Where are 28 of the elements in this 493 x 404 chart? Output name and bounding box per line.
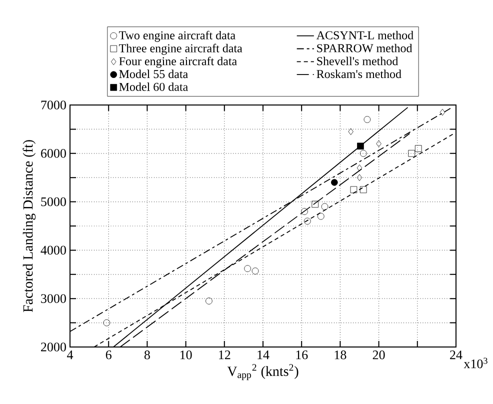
x-tick-label: 24 — [450, 350, 462, 360]
x-tick-label: 10 — [180, 350, 192, 360]
y-tick-label: 5000 — [41, 197, 66, 206]
text: x10$^{3}$ — [464, 358, 488, 368]
x-tick-label: 14 — [258, 350, 270, 360]
y-tick-label: 6000 — [41, 149, 66, 158]
x-tick-label: 12 — [219, 350, 230, 360]
legend-label: Shevell's method — [317, 56, 398, 66]
x-tick-label: 20 — [372, 350, 385, 360]
legend-label: SPARROW method — [317, 44, 412, 52]
y-tick-label: 2000 — [41, 342, 66, 352]
y-tick-label: 4000 — [40, 246, 66, 255]
legend-label: Roskam's method — [316, 70, 402, 78]
y-axis-title: Factored Landing Distance (ft) — [22, 140, 36, 312]
x-axis-title: V$_{app}$$^{2}$ (knts$^{2}$) — [227, 364, 298, 380]
y-tick-label: 7000 — [41, 100, 66, 110]
legend-label: Four engine aircraft data — [119, 56, 237, 68]
y-tick-label: 3000 — [41, 294, 66, 303]
legend-label: Model 60 data — [119, 82, 188, 91]
legend-label: Three engine aircraft data — [119, 44, 242, 55]
x-tick-label: 16 — [296, 350, 308, 360]
legend-label: Two engine aircraft data — [119, 30, 236, 42]
x-tick-label: 18 — [334, 350, 346, 360]
x-tick-label: 6 — [106, 350, 112, 360]
x-tick-label: 8 — [144, 350, 150, 360]
legend-label: Model 55 data — [119, 70, 188, 78]
legend-label: ACSYNT-L method — [316, 30, 414, 40]
x-tick-label: 4 — [67, 350, 74, 360]
